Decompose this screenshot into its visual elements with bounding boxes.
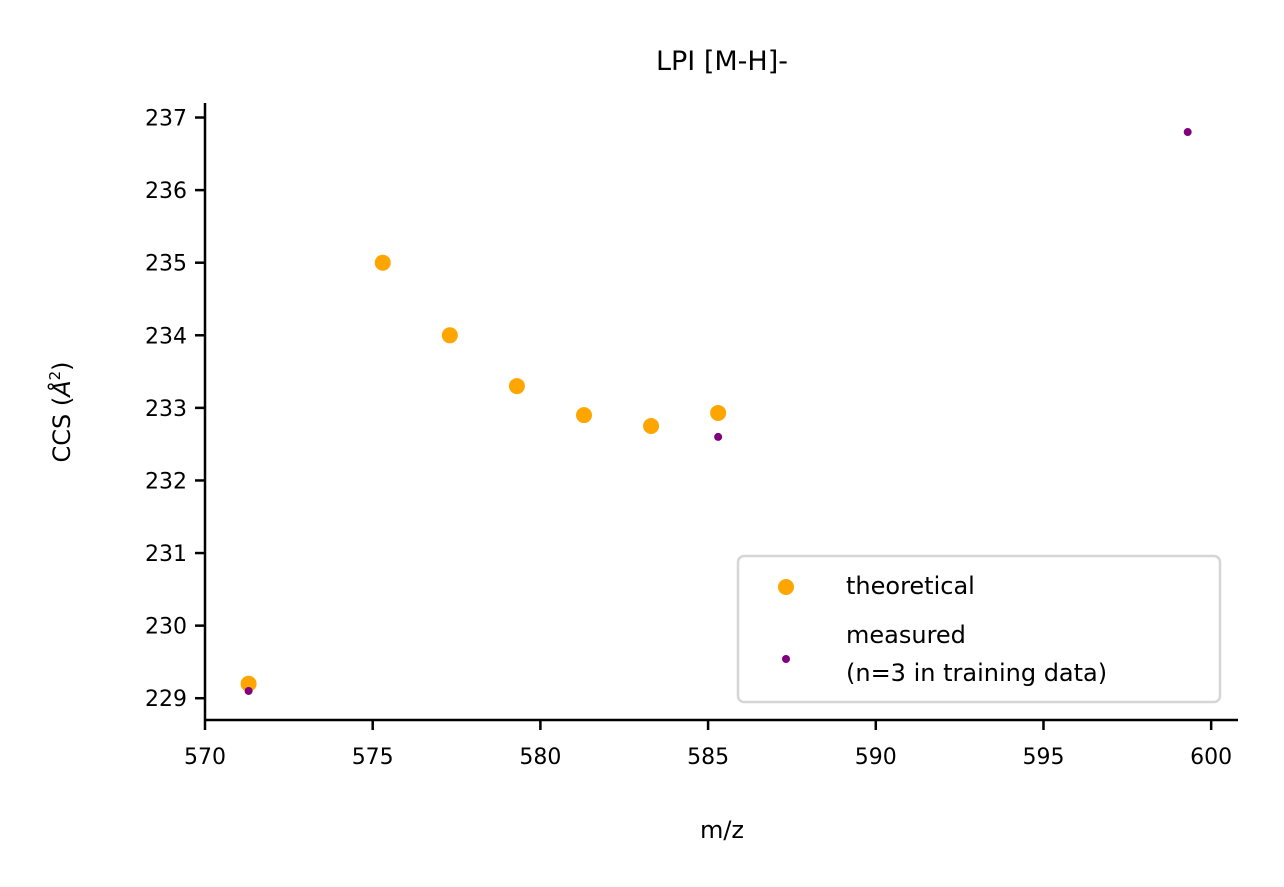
- legend-marker-measured: [782, 655, 790, 663]
- x-axis-ticks: 570 575 580 585 590 595 600: [184, 720, 1232, 770]
- y-axis-label-unit: Å: [47, 380, 76, 398]
- data-point-theoretical: [710, 404, 727, 421]
- data-point-measured: [1183, 128, 1192, 137]
- x-tick-label: 600: [1190, 745, 1232, 770]
- x-tick-label: 590: [855, 745, 897, 770]
- data-point-measured: [714, 432, 723, 441]
- legend: theoretical measured (n=3 in training da…: [736, 554, 1222, 704]
- chart-title: LPI [M-H]-: [656, 46, 788, 77]
- data-point-theoretical: [441, 327, 458, 344]
- y-tick-label: 235: [145, 252, 187, 277]
- legend-label-measured: measured (n=3 in training data): [846, 621, 1107, 687]
- x-tick-label: 595: [1022, 745, 1064, 770]
- data-point-theoretical: [575, 407, 592, 424]
- y-axis-ticks: 229 230 231 232 233 234 235 236 237: [145, 107, 205, 712]
- legend-label-theoretical: theoretical: [846, 572, 975, 600]
- x-axis-label: m/z: [700, 816, 744, 844]
- data-point-theoretical: [643, 418, 660, 435]
- y-tick-label: 231: [145, 542, 187, 567]
- legend-box: [736, 554, 1222, 704]
- legend-label-measured-line-2: (n=3 in training data): [846, 659, 1107, 687]
- y-tick-label: 236: [145, 179, 187, 204]
- y-axis-label-exponent: 2: [46, 371, 64, 381]
- data-point-measured: [244, 686, 253, 695]
- y-tick-label: 237: [145, 107, 187, 132]
- x-tick-label: 570: [184, 745, 226, 770]
- x-tick-label: 580: [519, 745, 561, 770]
- plot-area: [240, 128, 1192, 695]
- x-tick-label: 575: [352, 745, 394, 770]
- y-tick-label: 230: [145, 615, 187, 640]
- data-point-theoretical: [374, 254, 391, 271]
- x-tick-label: 585: [687, 745, 729, 770]
- y-tick-label: 229: [145, 687, 187, 712]
- y-tick-label: 232: [145, 469, 187, 494]
- data-point-theoretical: [240, 675, 257, 692]
- legend-marker-theoretical: [778, 579, 794, 595]
- y-axis-label: CCS (Å2): [46, 361, 76, 462]
- y-tick-label: 234: [145, 324, 187, 349]
- legend-label-measured-line-1: measured: [846, 621, 966, 649]
- y-tick-label: 233: [145, 397, 187, 422]
- data-point-theoretical: [508, 378, 525, 395]
- y-axis-label-suffix: ): [48, 361, 76, 370]
- y-axis-label-prefix: CCS (: [48, 397, 76, 463]
